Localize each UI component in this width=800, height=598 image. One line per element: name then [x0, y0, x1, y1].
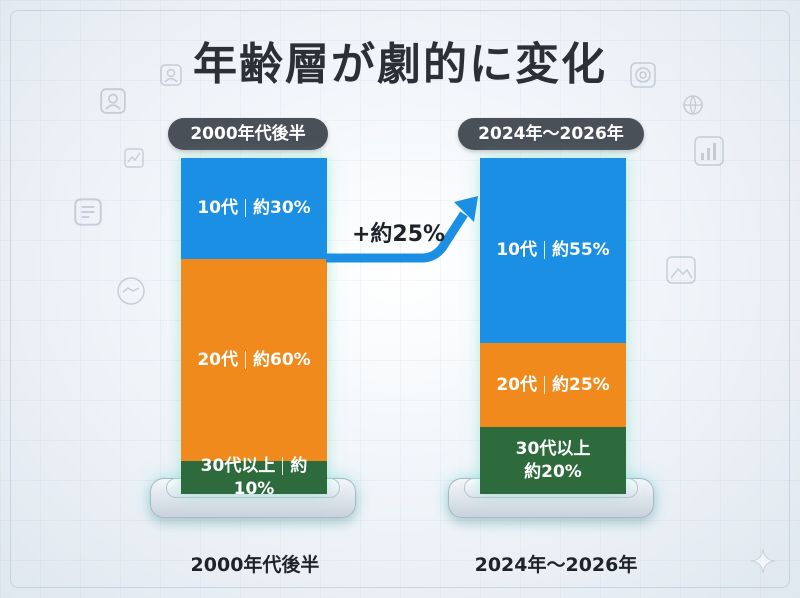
segment-group: 10代 [197, 198, 238, 219]
segment-group: 10代 [496, 240, 537, 261]
growth-arrow [326, 196, 478, 263]
left-stacked-bar: 10代|約30%20代|約60%30代以上|約10% [181, 158, 327, 494]
segment-separator: | [543, 241, 545, 260]
image-icon [666, 256, 696, 284]
segment-value: 約20% [524, 461, 582, 482]
sparkle-icon [750, 548, 776, 574]
bar-segment: 20代 | 約60% [181, 259, 327, 461]
bar-chart-icon [694, 136, 724, 166]
right-period-pill: 2024年～2026年 [458, 118, 644, 150]
frame-border [10, 10, 790, 588]
handshake-icon [117, 277, 145, 305]
globe-icon [683, 95, 703, 116]
segment-value: 約30% [252, 198, 311, 219]
segment-separator: | [543, 375, 545, 394]
document-icon [74, 198, 102, 226]
growth-arrow-head [454, 196, 478, 222]
segment-group: 20代 [496, 374, 537, 395]
bar-segment: 10代 | 約30% [181, 158, 327, 259]
bar-segment: 10代 | 約55% [480, 158, 626, 343]
right-period-label: 2024年～2026年 [474, 554, 638, 576]
segment-label: 10代 | 約30% [197, 197, 310, 220]
bar-segment: 20代 | 約25% [480, 343, 626, 427]
segment-label: 20代 | 約60% [197, 349, 310, 372]
growth-arrow-shaft [326, 211, 468, 263]
left-period-pill: 2000年代後半 [168, 118, 328, 150]
segment-value: 約10% [233, 455, 308, 494]
segment-group: 30代以上 [515, 438, 591, 459]
segment-label: 20代 | 約25% [496, 374, 609, 397]
chart-icon [124, 148, 144, 168]
bar-segment: 30代以上 約20% [480, 427, 626, 494]
segment-value: 約25% [551, 374, 610, 395]
segment-label: 30代以上 |約10% [181, 455, 327, 494]
segment-separator: | [282, 456, 284, 475]
left-period-label: 2000年代後半 [190, 554, 320, 576]
segment-group: 30代以上 [200, 455, 276, 476]
segment-separator: | [244, 350, 246, 369]
segment-label: 10代 | 約55% [496, 239, 609, 262]
segment-group: 20代 [197, 349, 238, 370]
bar-segment: 30代以上 |約10% [181, 456, 327, 494]
segment-value: 約55% [551, 240, 610, 261]
growth-label: +約25% [352, 222, 446, 247]
page-title: 年齢層が劇的に変化 [193, 39, 607, 90]
segment-value: 約60% [252, 349, 311, 370]
segment-separator: | [244, 199, 246, 218]
person-icon [100, 88, 126, 114]
target-icon [630, 62, 656, 88]
user-icon [160, 64, 182, 86]
